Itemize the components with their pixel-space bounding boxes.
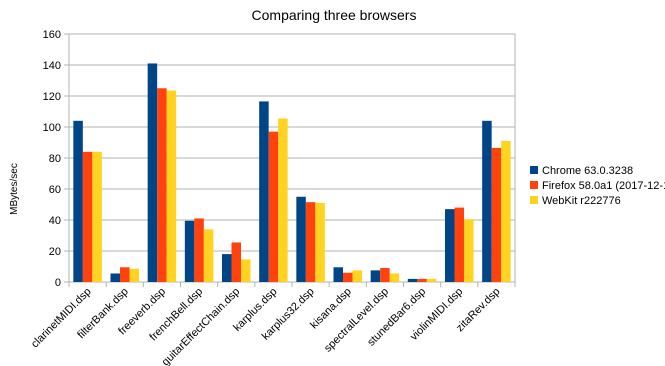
y-tick-label: 120: [43, 91, 61, 103]
bar: [370, 270, 381, 282]
bar: [501, 140, 511, 282]
bar: [73, 120, 83, 282]
bar: [296, 196, 306, 282]
bar: [278, 118, 288, 282]
bar: [92, 151, 102, 282]
bar: [110, 273, 120, 282]
y-tick-label: 160: [43, 29, 61, 41]
bar: [157, 88, 167, 282]
bar: [120, 267, 130, 282]
bar: [82, 151, 93, 282]
legend-label: WebKit r222776: [542, 195, 621, 207]
bar: [417, 278, 427, 282]
legend-swatch: [530, 166, 538, 174]
legend-label: Firefox 58.0a1 (2017-12-10): [542, 180, 665, 192]
bar: [482, 120, 492, 282]
y-tick-label: 140: [43, 60, 61, 72]
bar: [491, 147, 502, 282]
legend-label: Chrome 63.0.3238: [542, 165, 633, 177]
bar: [222, 254, 232, 282]
bar: [333, 267, 343, 282]
y-tick-label: 40: [49, 215, 61, 227]
bar: [241, 259, 251, 282]
bar: [454, 207, 464, 282]
y-tick-label: 80: [49, 153, 61, 165]
y-tick-label: 100: [43, 122, 61, 134]
bar: [231, 242, 241, 282]
bar: [343, 272, 353, 282]
chart-title: Comparing three browsers: [252, 7, 417, 23]
bar: [147, 63, 158, 283]
bars: [73, 63, 511, 283]
x-tick-label: spectralLevel.dsp: [322, 286, 391, 355]
bar: [389, 273, 400, 282]
bar: [315, 202, 325, 282]
bar: [129, 268, 139, 282]
bar: [380, 268, 390, 282]
bar: [352, 270, 362, 282]
bar: [445, 209, 455, 282]
y-tick-label: 20: [49, 246, 61, 258]
y-tick-label: 60: [49, 184, 61, 196]
bar: [407, 278, 418, 282]
bar: [268, 131, 279, 282]
bar: [184, 220, 195, 282]
legend: Chrome 63.0.3238 Firefox 58.0a1 (2017-12-…: [530, 165, 665, 207]
legend-swatch: [530, 196, 538, 204]
bar: [305, 202, 316, 282]
legend-swatch: [530, 181, 538, 189]
y-axis-label: MBytes/sec: [9, 163, 20, 215]
y-tick-label: 0: [55, 277, 61, 289]
bar: [464, 219, 474, 282]
bar: [203, 229, 214, 282]
bar: [194, 218, 204, 282]
bar: [426, 278, 437, 282]
bar: [166, 90, 177, 282]
bar: [259, 101, 269, 282]
